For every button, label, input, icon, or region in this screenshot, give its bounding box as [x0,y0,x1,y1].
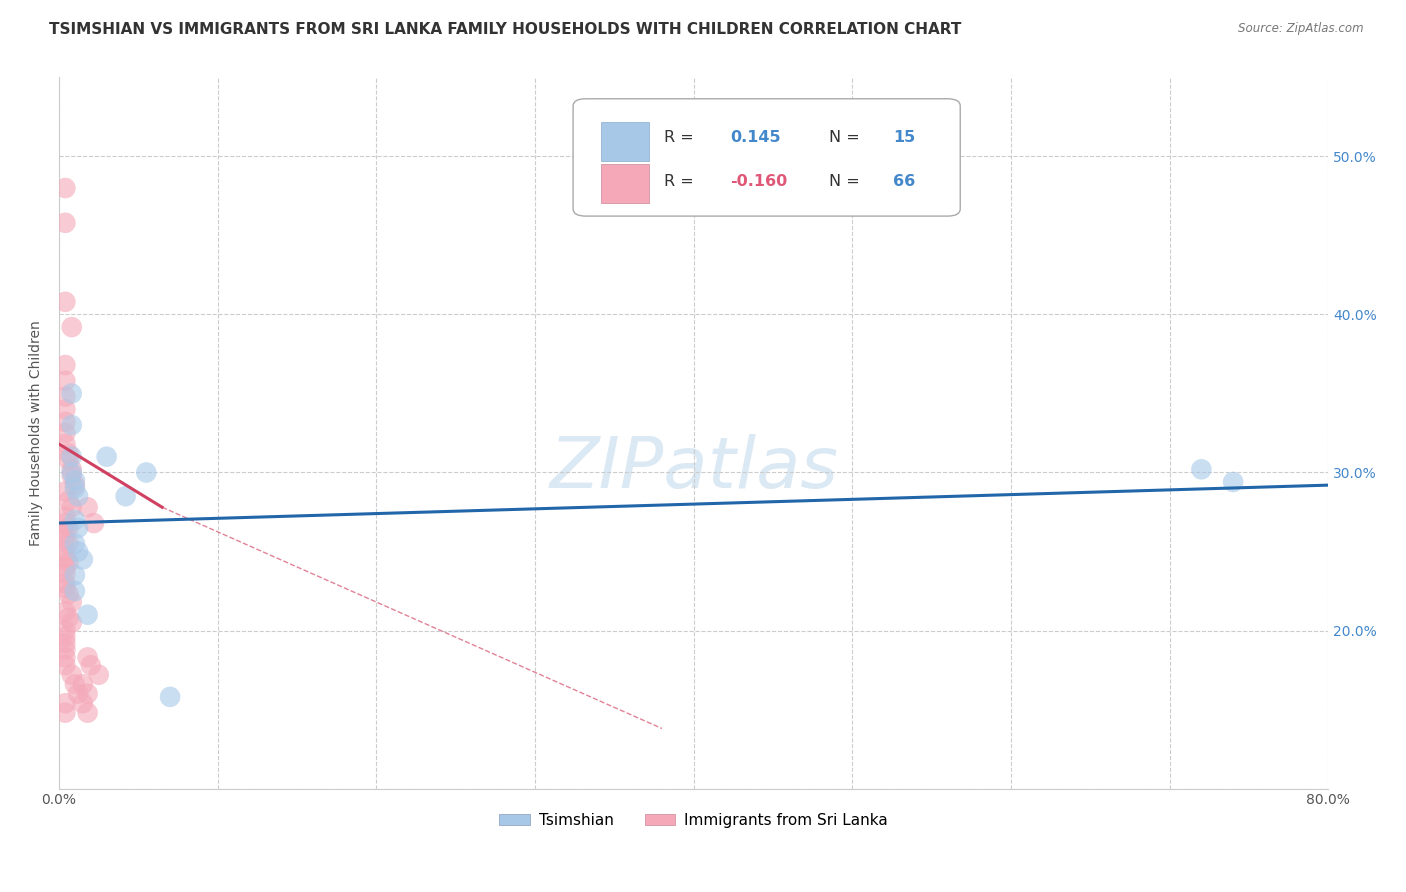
Legend: Tsimshian, Immigrants from Sri Lanka: Tsimshian, Immigrants from Sri Lanka [494,807,894,834]
Point [58,587,80,601]
Point [60,418,83,433]
Point [67,521,90,535]
Point [53,642,76,657]
Text: N =: N = [830,130,865,145]
Point [60,667,83,681]
Point [83,516,105,530]
Point [60,615,83,630]
Point [53,216,76,230]
Point [53,560,76,574]
Point [53,525,76,540]
Point [58,453,80,467]
Point [60,386,83,401]
Point [63,474,86,488]
Point [60,450,83,464]
Point [87,667,110,681]
Point [53,576,76,591]
Point [96,450,118,464]
Point [72,552,94,566]
Point [58,611,80,625]
Text: 0.145: 0.145 [731,130,782,145]
Point [53,294,76,309]
Point [53,181,76,195]
Point [53,605,76,619]
Point [53,425,76,440]
Text: -0.160: -0.160 [731,175,787,189]
Point [53,516,76,530]
Point [63,584,86,599]
Point [53,624,76,638]
Point [72,677,94,691]
Point [58,556,80,570]
FancyBboxPatch shape [574,99,960,216]
Point [53,415,76,429]
Point [60,466,83,480]
Point [63,536,86,550]
Point [53,658,76,673]
Text: TSIMSHIAN VS IMMIGRANTS FROM SRI LANKA FAMILY HOUSEHOLDS WITH CHILDREN CORRELATI: TSIMSHIAN VS IMMIGRANTS FROM SRI LANKA F… [49,22,962,37]
Y-axis label: Family Households with Children: Family Households with Children [30,320,44,546]
Point [53,532,76,546]
Point [53,402,76,417]
Point [53,390,76,404]
Point [159,690,181,704]
Point [76,687,98,701]
Point [53,509,76,524]
Point [58,494,80,508]
Point [76,500,98,515]
Point [53,544,76,558]
Text: 66: 66 [893,175,915,189]
Point [58,521,80,535]
Point [53,650,76,665]
Point [53,484,76,499]
Point [53,696,76,710]
Point [80,658,103,673]
Point [114,489,136,503]
Point [1222,475,1244,489]
Point [53,358,76,372]
Point [58,446,80,460]
Point [53,566,76,581]
Point [60,595,83,609]
Point [63,478,86,492]
Point [63,677,86,691]
Text: 15: 15 [893,130,915,145]
Point [63,568,86,582]
Point [76,607,98,622]
Point [135,466,157,480]
Bar [600,121,650,161]
Text: Source: ZipAtlas.com: Source: ZipAtlas.com [1239,22,1364,36]
Point [76,706,98,720]
Text: R =: R = [665,175,699,189]
Point [63,481,86,495]
Point [60,462,83,476]
Point [60,468,83,483]
Point [53,374,76,388]
Point [1189,462,1212,476]
Point [67,489,90,503]
Text: R =: R = [665,130,699,145]
Point [53,706,76,720]
Point [72,696,94,710]
Point [60,320,83,334]
Point [53,581,76,595]
Text: N =: N = [830,175,865,189]
Point [53,630,76,644]
Point [58,536,80,550]
Point [67,687,90,701]
Point [60,500,83,515]
Point [76,650,98,665]
Point [67,544,90,558]
Point [53,437,76,451]
Point [53,550,76,565]
Text: ZIPatlas: ZIPatlas [550,434,838,503]
Point [63,513,86,527]
Point [53,636,76,650]
Bar [600,164,650,203]
